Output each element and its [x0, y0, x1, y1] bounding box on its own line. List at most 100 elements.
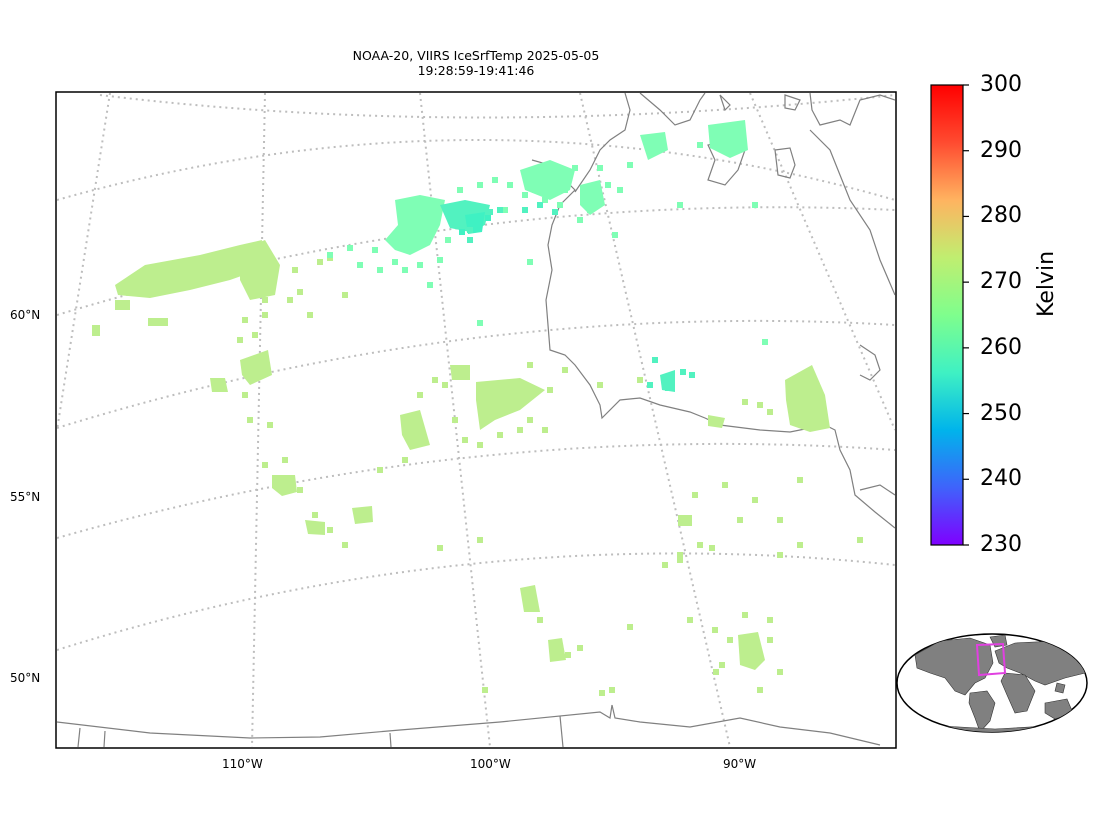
ice-pixel [237, 337, 243, 343]
ice-pixel [647, 382, 653, 388]
ice-pixel [757, 687, 763, 693]
ice-pixel [437, 257, 443, 263]
ice-pixel [307, 312, 313, 318]
ice-pixel [532, 187, 538, 193]
ice-pixel [497, 432, 503, 438]
ice-pixel [712, 627, 718, 633]
lon-label-100w: 100°W [470, 757, 511, 771]
ice-pixel [542, 197, 548, 203]
colorbar-tick-label: 280 [980, 203, 1022, 229]
ice-pixel [627, 162, 633, 168]
ice-pixel [777, 517, 783, 523]
ice-pixel [757, 402, 763, 408]
ice-pixel [157, 267, 163, 273]
ice-pixel [713, 669, 719, 675]
ice-pixel [445, 237, 451, 243]
ice-pixel [459, 229, 465, 235]
ice-patch [678, 515, 692, 526]
ice-pixel [562, 187, 568, 193]
ice-pixel [605, 182, 611, 188]
ice-pixel [477, 182, 483, 188]
ice-pixel [485, 215, 491, 221]
ice-pixel [542, 427, 548, 433]
ice-pixel [665, 385, 671, 391]
map-frame [55, 91, 897, 749]
ice-pixel [317, 259, 323, 265]
ice-pixel [597, 382, 603, 388]
ice-pixel [442, 382, 448, 388]
ice-pixel [762, 339, 768, 345]
ice-pixel [437, 545, 443, 551]
ice-pixel [462, 437, 468, 443]
ice-pixel [247, 282, 253, 288]
ice-pixel [797, 542, 803, 548]
ice-pixel [777, 552, 783, 558]
ice-pixel [417, 262, 423, 268]
ice-temperature-pixels [127, 127, 863, 696]
lat-label-55n: 55°N [10, 490, 41, 504]
ice-pixel [777, 669, 783, 675]
ice-pixel [652, 142, 658, 148]
ice-pixel [262, 297, 268, 303]
ice-pixel [377, 267, 383, 273]
ice-pixel [232, 267, 238, 273]
ice-pixel [262, 462, 268, 468]
ice-pixel [752, 497, 758, 503]
ice-patch [115, 300, 130, 310]
ice-pixel [477, 537, 483, 543]
ice-patch [400, 410, 430, 450]
ice-pixel [652, 357, 658, 363]
ice-pixel [267, 422, 273, 428]
ice-patch [580, 180, 605, 215]
ice-pixel [522, 207, 528, 213]
ice-pixel [719, 662, 725, 668]
map-title-line1: NOAA-20, VIIRS IceSrfTemp 2025-05-05 [352, 48, 600, 63]
ice-pixel [467, 227, 473, 233]
ice-pixel [767, 409, 773, 415]
ice-pixel [599, 690, 605, 696]
ice-pixel [417, 392, 423, 398]
ice-pixel [697, 142, 703, 148]
ice-pixel [312, 512, 318, 518]
ice-pixel [247, 417, 253, 423]
colorbar-tick-label: 290 [980, 137, 1022, 163]
ice-pixel [677, 202, 683, 208]
lon-label-110w: 110°W [222, 757, 263, 771]
ice-pixel [282, 457, 288, 463]
lat-label-50n: 50°N [10, 671, 41, 685]
ice-pixel [552, 650, 558, 656]
colorbar-tick-label: 230 [980, 532, 1022, 557]
ice-pixel [517, 427, 523, 433]
ice-pixel [477, 320, 483, 326]
ice-pixel [242, 392, 248, 398]
ice-pixel [392, 259, 398, 265]
ice-pixel [297, 289, 303, 295]
ice-pixel [432, 377, 438, 383]
ice-patch [738, 632, 765, 670]
ice-pixel [727, 637, 733, 643]
graticule [57, 93, 895, 747]
globe-land [914, 634, 1086, 732]
ice-pixel [347, 245, 353, 251]
ice-pixel [357, 262, 363, 268]
ice-pixel [612, 232, 618, 238]
colorbar-label: Kelvin [1034, 250, 1059, 317]
ice-pixel [537, 617, 543, 623]
ice-pixel [557, 202, 563, 208]
ice-pixel [572, 165, 578, 171]
colorbar-tick-label: 250 [980, 400, 1022, 426]
ice-pixel [527, 362, 533, 368]
ice-pixel [737, 517, 743, 523]
ice-pixel [767, 637, 773, 643]
ice-patch [148, 318, 168, 326]
ice-pixel [327, 527, 333, 533]
ice-patch [660, 370, 675, 392]
colorbar-tick-label: 240 [980, 466, 1022, 492]
ice-pixel [292, 267, 298, 273]
ice-pixel [482, 687, 488, 693]
ice-patch [520, 160, 575, 200]
ice-pixel [742, 399, 748, 405]
ice-pixel [577, 217, 583, 223]
ice-pixel [342, 542, 348, 548]
ice-pixel [287, 297, 293, 303]
